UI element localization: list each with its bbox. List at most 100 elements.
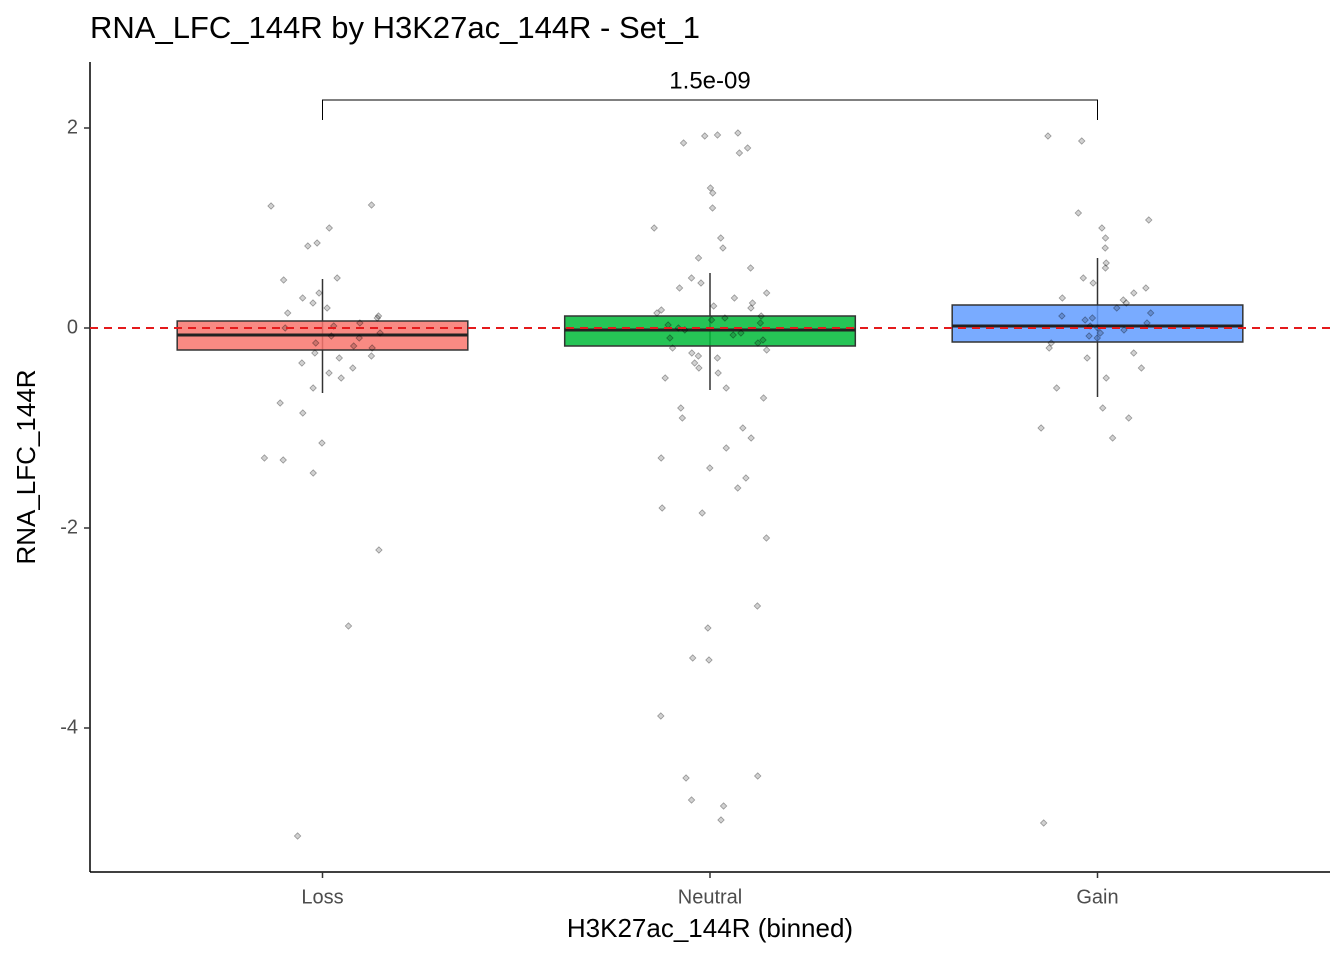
point: [661, 374, 669, 382]
point: [355, 334, 364, 342]
point: [318, 439, 326, 447]
point: [1101, 234, 1110, 242]
point: [293, 832, 302, 840]
point: [753, 772, 762, 780]
point: [657, 712, 665, 720]
point: [1137, 364, 1146, 372]
point: [309, 299, 317, 307]
point: [1093, 324, 1102, 332]
point: [373, 314, 382, 322]
point: [337, 374, 345, 382]
point: [299, 409, 307, 417]
box: [951, 304, 1244, 343]
point: [1129, 349, 1138, 357]
point: [1085, 332, 1093, 340]
point: [1058, 294, 1067, 302]
point: [1047, 339, 1055, 347]
point: [753, 602, 762, 610]
point: [315, 289, 323, 297]
point: [722, 384, 730, 392]
point: [1102, 259, 1110, 267]
point: [327, 332, 336, 340]
point: [1096, 329, 1105, 337]
point: [762, 346, 771, 354]
point: [333, 274, 341, 282]
point: [313, 239, 321, 247]
point: [721, 314, 729, 322]
point: [675, 284, 684, 292]
point: [677, 404, 685, 412]
point: [678, 414, 687, 422]
x-tick-label: Loss: [301, 886, 343, 908]
point: [747, 304, 755, 312]
point: [746, 264, 755, 272]
point: [713, 131, 722, 139]
point: [729, 331, 737, 339]
significance-bracket: [322, 99, 1098, 120]
point: [735, 149, 744, 157]
point: [1101, 264, 1110, 272]
point: [687, 796, 696, 804]
x-tick-label: Neutral: [678, 886, 742, 908]
point: [734, 129, 742, 137]
point: [759, 394, 768, 402]
point: [367, 352, 376, 360]
point: [762, 534, 771, 542]
point: [304, 242, 312, 250]
point: [309, 384, 317, 392]
point: [1102, 374, 1110, 382]
point: [714, 369, 722, 377]
point: [697, 279, 705, 287]
y-tick-label: 0: [67, 316, 78, 338]
point: [1142, 284, 1150, 292]
y-tick-label: 2: [67, 116, 78, 138]
point: [344, 622, 353, 630]
point: [1112, 304, 1121, 312]
point: [690, 359, 699, 367]
point: [719, 802, 728, 810]
point: [658, 504, 666, 512]
point: [1122, 299, 1131, 307]
point: [281, 324, 289, 332]
point: [311, 339, 320, 347]
point: [742, 474, 750, 482]
y-tick-label: -4: [60, 716, 78, 738]
point: [1037, 424, 1045, 432]
point: [1089, 279, 1097, 287]
point: [1083, 354, 1091, 362]
x-axis-title: H3K27ac_144R (binned): [567, 913, 853, 943]
point: [309, 469, 317, 477]
point: [706, 184, 715, 192]
point: [1039, 819, 1048, 827]
point: [279, 276, 288, 284]
x-tick-label: Gain: [1076, 886, 1118, 908]
point: [1108, 434, 1117, 442]
point: [719, 244, 727, 252]
point: [323, 304, 331, 312]
point: [716, 234, 725, 242]
significance-label: 1.5e-09: [669, 67, 750, 94]
point: [1081, 316, 1089, 324]
point: [349, 364, 357, 372]
point: [368, 344, 376, 352]
point: [1143, 319, 1151, 327]
point: [1098, 224, 1106, 232]
point: [737, 329, 745, 337]
point: [694, 254, 703, 262]
point: [335, 354, 344, 362]
point: [757, 312, 765, 320]
point: [1101, 244, 1109, 252]
point: [283, 309, 292, 317]
point: [756, 319, 765, 327]
point: [1088, 314, 1097, 322]
point: [1044, 132, 1052, 140]
point: [747, 434, 755, 442]
point: [733, 484, 742, 492]
chart-title: RNA_LFC_144R by H3K27ac_144R - Set_1: [90, 10, 700, 45]
point: [298, 294, 307, 302]
point: [356, 319, 364, 327]
point: [1098, 404, 1107, 412]
point: [679, 139, 688, 147]
point: [1077, 137, 1086, 145]
